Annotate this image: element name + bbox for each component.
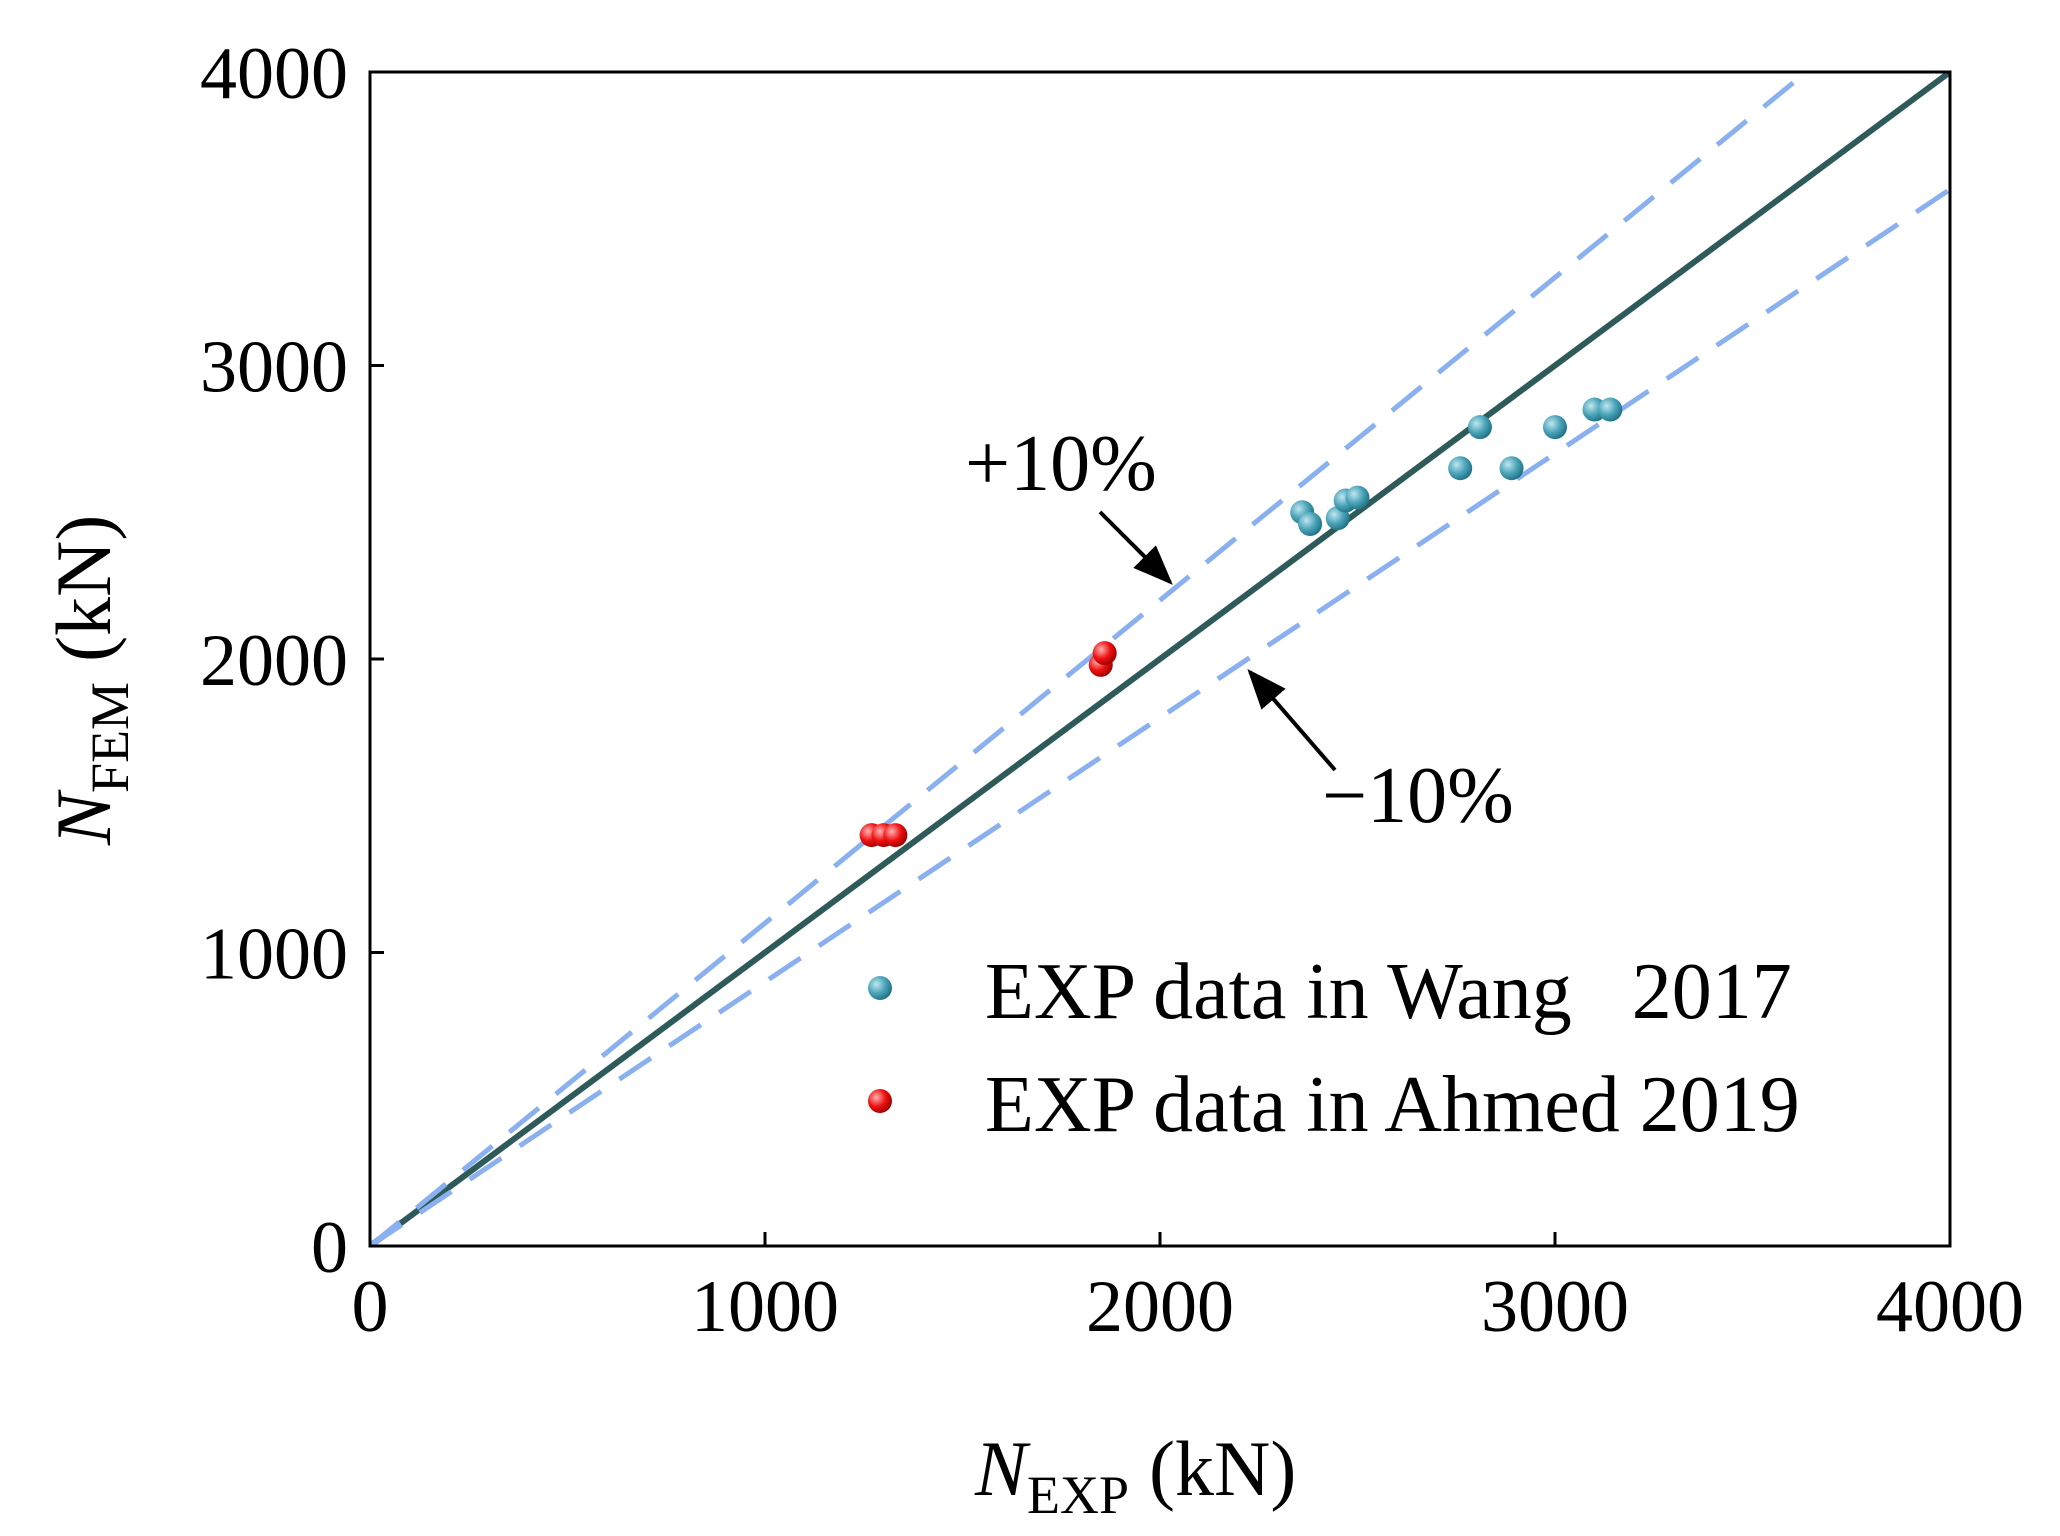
y-axis-label: NFEM (kN) [40, 515, 140, 846]
legend-label-wang: EXP data in Wang 2017 [985, 948, 1792, 1036]
annotation-plus10-label: +10% [965, 420, 1157, 508]
annotation-minus10: −10% [1247, 668, 1514, 840]
x-tick-label: 0 [352, 1266, 389, 1348]
y-tick-label: 4000 [200, 33, 348, 115]
data-point-wang [1467, 415, 1492, 440]
annotation-minus10-label: −10% [1322, 752, 1514, 840]
reference-line-minus10 [370, 187, 1950, 1246]
y-axis-unit: (kN) [40, 515, 127, 662]
y-axis-symbol: N [40, 789, 127, 846]
legend-label-ahmed: EXP data in Ahmed 2019 [985, 1061, 1800, 1149]
legend-marker-ahmed [868, 1089, 892, 1113]
x-axis-subscript: EXP [1027, 1465, 1129, 1525]
y-axis-subscript: FEM [80, 682, 140, 793]
reference-line-identity [370, 72, 1950, 1246]
data-point-wang [1543, 415, 1567, 440]
legend-marker-wang [868, 976, 892, 1000]
data-point-ahmed [883, 823, 908, 848]
reference-line-plus10 [370, 72, 1811, 1246]
x-tick-label: 3000 [1481, 1266, 1629, 1348]
data-points [859, 397, 1623, 848]
data-point-wang [1499, 456, 1524, 481]
axis-ticks: 0 1000 2000 3000 4000 0 1000 2000 3000 4000 [200, 33, 2024, 1348]
svg-text:NEXP(kN): NEXP (kN) [974, 1425, 1296, 1525]
data-point-wang [1598, 397, 1623, 422]
data-point-wang [1345, 485, 1370, 510]
x-axis-label: NEXP (kN) [974, 1425, 1296, 1525]
annotation-plus10: +10% [965, 420, 1173, 585]
x-axis-symbol: N [974, 1425, 1031, 1512]
annotation-minus10-arrow [1247, 668, 1337, 772]
x-tick-label: 1000 [691, 1266, 839, 1348]
x-axis-unit: (kN) [1149, 1425, 1296, 1512]
annotation-plus10-arrow [1098, 510, 1173, 585]
reference-lines [370, 72, 1950, 1246]
x-tick-label: 4000 [1876, 1266, 2024, 1348]
x-tick-label: 2000 [1086, 1266, 1234, 1348]
y-tick-label: 2000 [200, 620, 348, 702]
data-point-ahmed [1092, 641, 1117, 666]
svg-text:NFEM(kN): NFEM (kN) [40, 515, 140, 846]
data-point-wang [1448, 456, 1473, 481]
data-point-wang [1298, 511, 1323, 536]
y-tick-label: 0 [311, 1207, 348, 1289]
y-tick-label: 3000 [200, 327, 348, 409]
legend: EXP data in Wang 2017 EXP data in Ahmed … [868, 948, 1800, 1149]
y-tick-label: 1000 [200, 914, 348, 996]
